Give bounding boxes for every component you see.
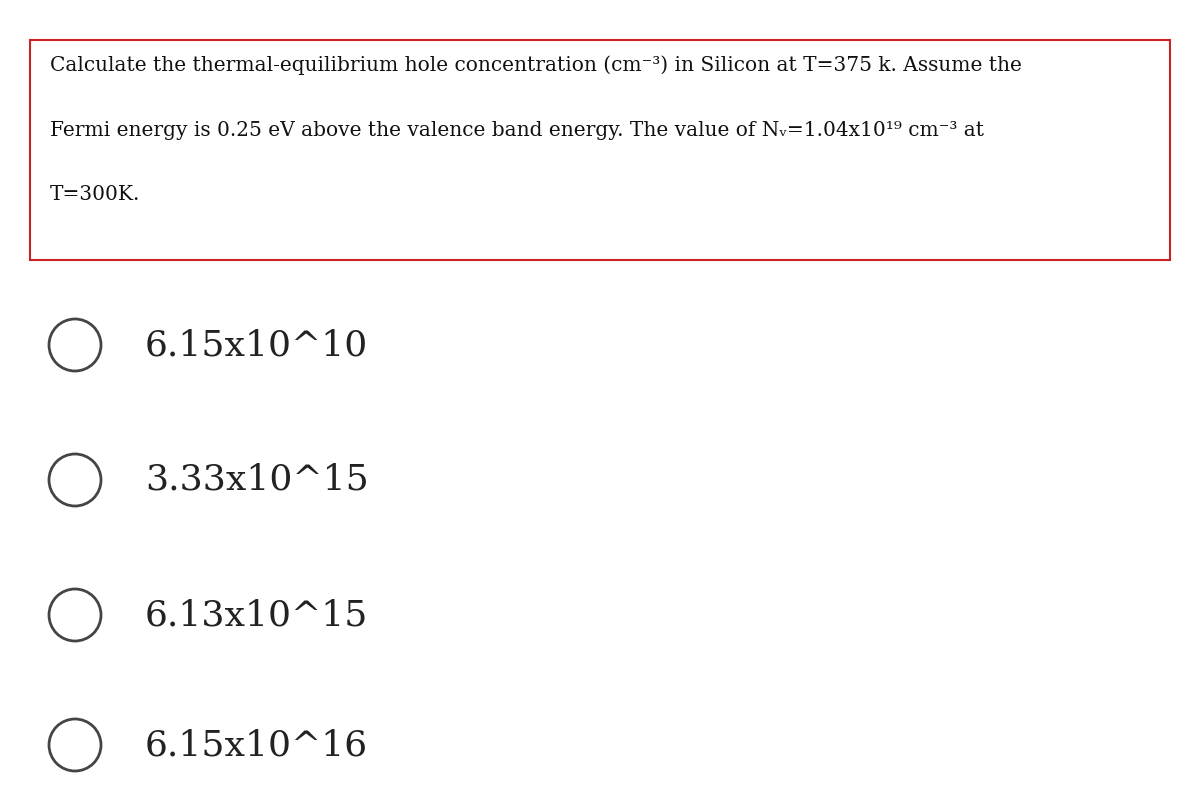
Text: T=300K.: T=300K. [50, 186, 140, 205]
Text: 6.15x10^16: 6.15x10^16 [145, 728, 368, 762]
Text: 6.13x10^15: 6.13x10^15 [145, 598, 368, 632]
Bar [30, 40, 1170, 260]
Text: 3.33x10^15: 3.33x10^15 [145, 463, 368, 497]
Text: 6.15x10^10: 6.15x10^10 [145, 328, 368, 362]
Text: Calculate the thermal-equilibrium hole concentration (cm⁻³) in Silicon at T=375 : Calculate the thermal-equilibrium hole c… [50, 55, 1022, 75]
Text: Fermi energy is 0.25 eV above the valence band energy. The value of Nᵥ=1.04x10¹⁹: Fermi energy is 0.25 eV above the valenc… [50, 121, 984, 139]
